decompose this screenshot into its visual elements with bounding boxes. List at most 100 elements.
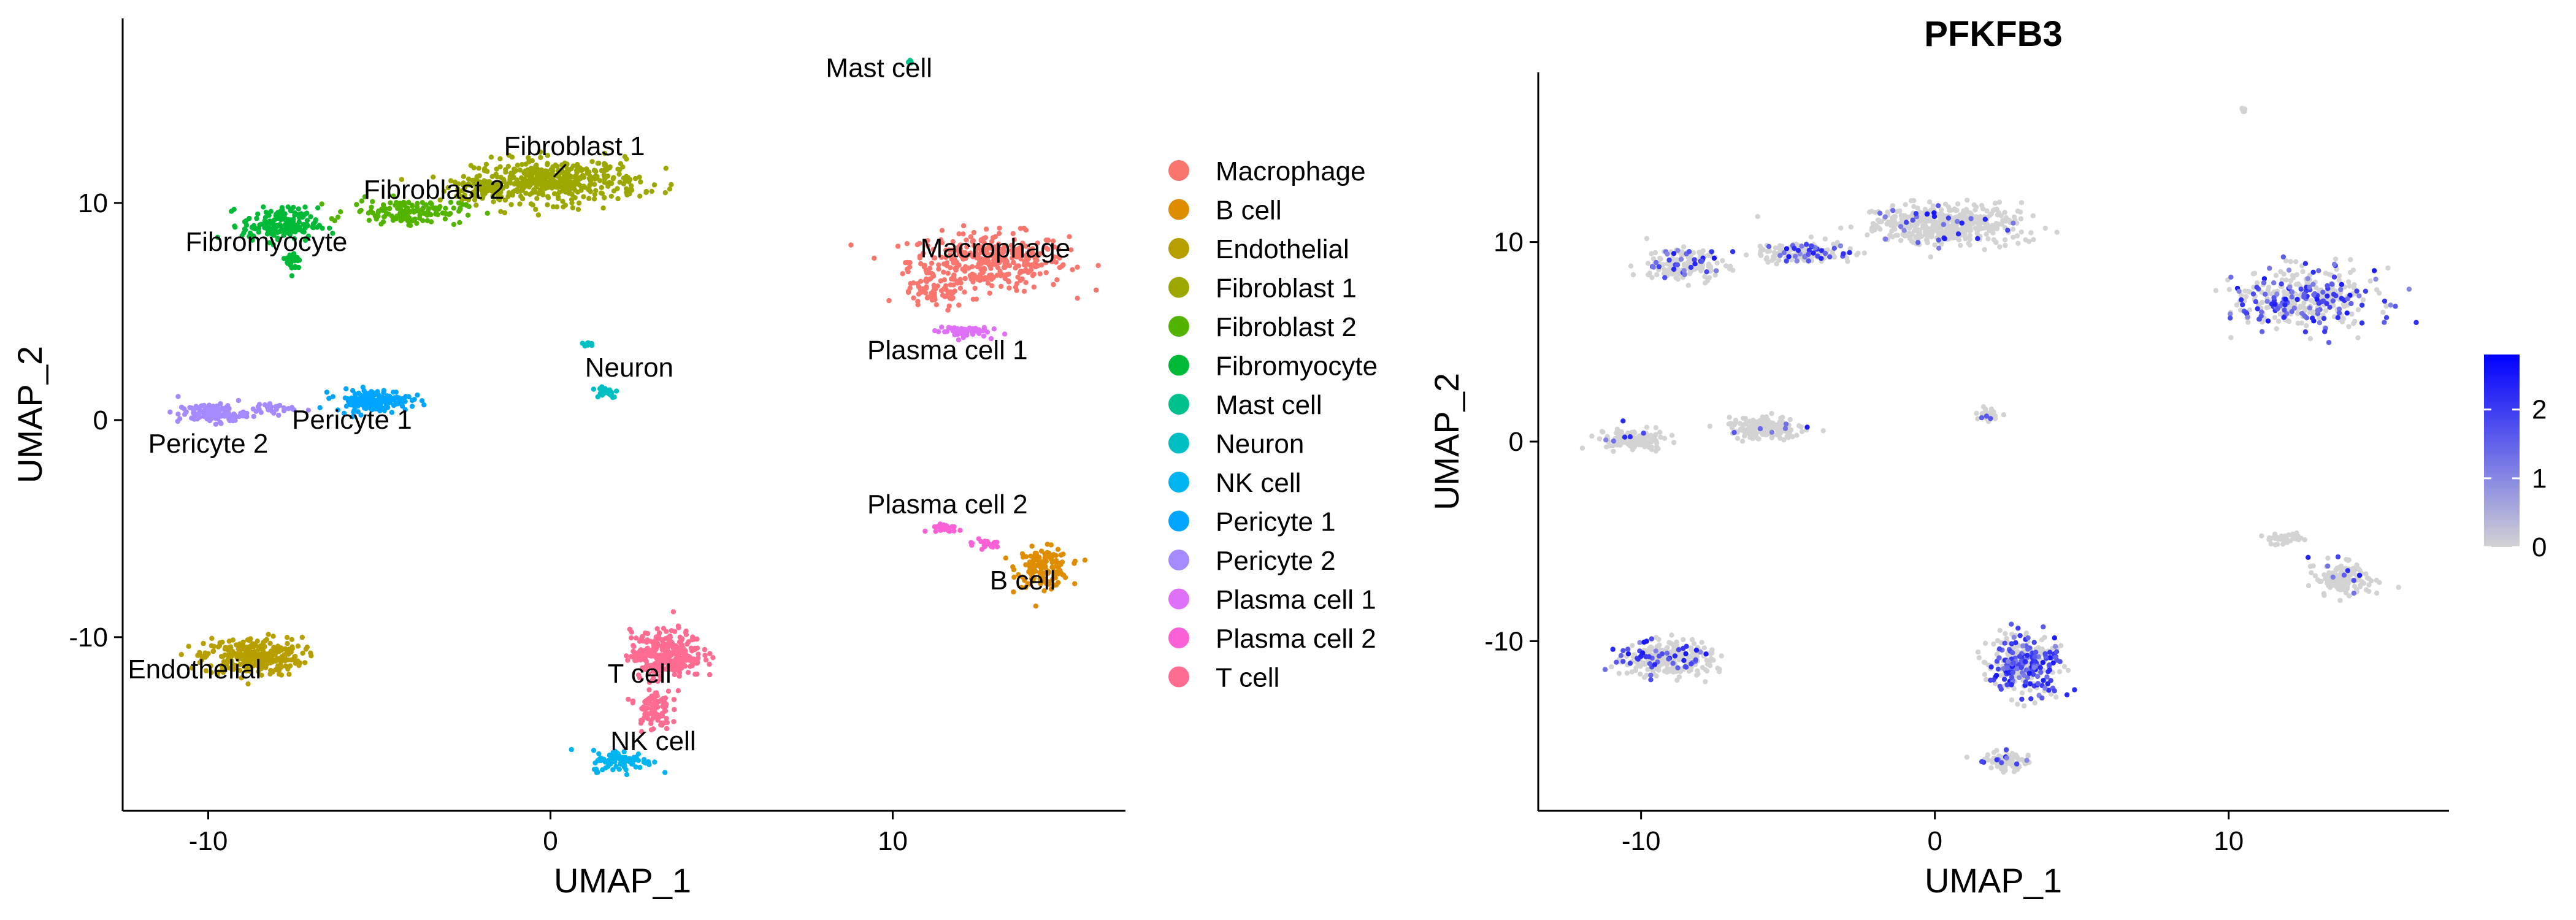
cell-point <box>1767 248 1773 254</box>
cell-point <box>1662 435 1668 441</box>
cell-point <box>1043 260 1049 266</box>
cell-point <box>1056 247 1062 252</box>
cell-point <box>1838 225 1844 231</box>
cell-point <box>2326 340 2332 345</box>
cell-point <box>1075 296 1080 301</box>
cell-point <box>1915 240 1921 245</box>
cell-point <box>1930 218 1935 224</box>
cell-point <box>456 209 462 214</box>
cell-point <box>546 172 552 177</box>
cell-point <box>595 394 600 400</box>
legend-item: Plasma cell 1 <box>1168 585 1376 615</box>
legend-label: Fibroblast 2 <box>1216 312 1357 342</box>
cell-point <box>939 255 945 260</box>
cell-point <box>342 395 348 401</box>
cell-point <box>1669 632 1674 638</box>
cell-point <box>917 240 922 246</box>
cell-point <box>545 194 551 199</box>
cell-point <box>1013 285 1019 290</box>
cell-point <box>673 643 679 649</box>
cell-point <box>924 268 929 274</box>
cell-point <box>576 182 582 188</box>
cell-point <box>299 634 305 640</box>
cell-point <box>707 672 713 678</box>
cell-point <box>262 218 267 224</box>
cell-point <box>1013 265 1018 270</box>
cell-point <box>1985 236 1991 242</box>
cell-point <box>202 650 208 656</box>
cell-point <box>1984 677 1989 683</box>
legend-swatch <box>1168 355 1189 376</box>
cell-point <box>2383 303 2389 309</box>
cell-point <box>1974 410 1979 416</box>
cell-point <box>296 227 302 232</box>
cell-point <box>375 389 380 394</box>
cell-point <box>236 397 242 404</box>
cell-point <box>1706 275 1712 280</box>
cell-point <box>267 240 272 245</box>
cell-point <box>1700 248 1706 254</box>
legend-swatch <box>1168 666 1189 688</box>
cell-point <box>2259 309 2264 315</box>
cell-point <box>512 181 517 187</box>
cell-point <box>930 247 936 252</box>
cell-point <box>987 272 992 278</box>
cell-point <box>552 182 558 187</box>
cell-point <box>918 278 924 284</box>
cell-point <box>2228 274 2234 280</box>
cell-point <box>1032 556 1038 562</box>
cell-point <box>473 202 479 208</box>
cell-point <box>2260 299 2265 305</box>
cell-point <box>2274 326 2279 332</box>
cell-point <box>254 215 259 221</box>
cell-point <box>1071 561 1077 566</box>
cell-point <box>947 253 953 258</box>
cell-point <box>1039 575 1045 581</box>
cell-point <box>2245 314 2251 320</box>
cell-point <box>208 663 213 669</box>
cell-point <box>1589 433 1595 439</box>
cell-point <box>1022 578 1027 583</box>
cell-point <box>472 197 478 203</box>
cell-point <box>1675 665 1681 671</box>
cell-point <box>684 641 690 647</box>
cell-point <box>477 173 482 178</box>
cell-point <box>1051 244 1057 250</box>
cell-point <box>665 688 672 694</box>
cell-point <box>995 265 1001 270</box>
cell-point <box>2357 568 2363 573</box>
cell-point <box>519 162 525 167</box>
cell-point <box>1982 640 1988 646</box>
cell-point <box>275 404 281 409</box>
cell-point <box>1776 245 1782 251</box>
cell-point <box>677 647 683 653</box>
cell-point <box>922 263 928 269</box>
cell-point <box>602 168 608 174</box>
cell-point <box>302 660 308 665</box>
cell-point <box>2286 267 2292 273</box>
cell-point <box>2032 700 2037 706</box>
legend-label: Pericyte 1 <box>1216 507 1336 537</box>
cell-point <box>512 166 517 172</box>
cell-point <box>219 663 224 669</box>
cell-point <box>973 249 979 255</box>
cell-point <box>2268 541 2274 546</box>
cell-point <box>1043 270 1049 275</box>
cell-point <box>211 643 217 650</box>
cell-point <box>437 197 443 203</box>
cell-point <box>621 181 627 186</box>
cell-point <box>538 155 543 160</box>
cell-point <box>1051 282 1056 288</box>
cell-point <box>1976 655 1982 661</box>
cell-point <box>676 652 682 658</box>
cell-point <box>1703 651 1709 657</box>
cell-point <box>635 757 642 764</box>
cell-point <box>983 275 988 280</box>
cell-point <box>2057 669 2063 675</box>
cell-point <box>314 224 320 230</box>
cell-point <box>284 648 289 653</box>
cell-point <box>2363 288 2369 294</box>
cell-point <box>1045 570 1050 576</box>
cell-point <box>1039 548 1045 554</box>
cell-point <box>498 175 504 180</box>
